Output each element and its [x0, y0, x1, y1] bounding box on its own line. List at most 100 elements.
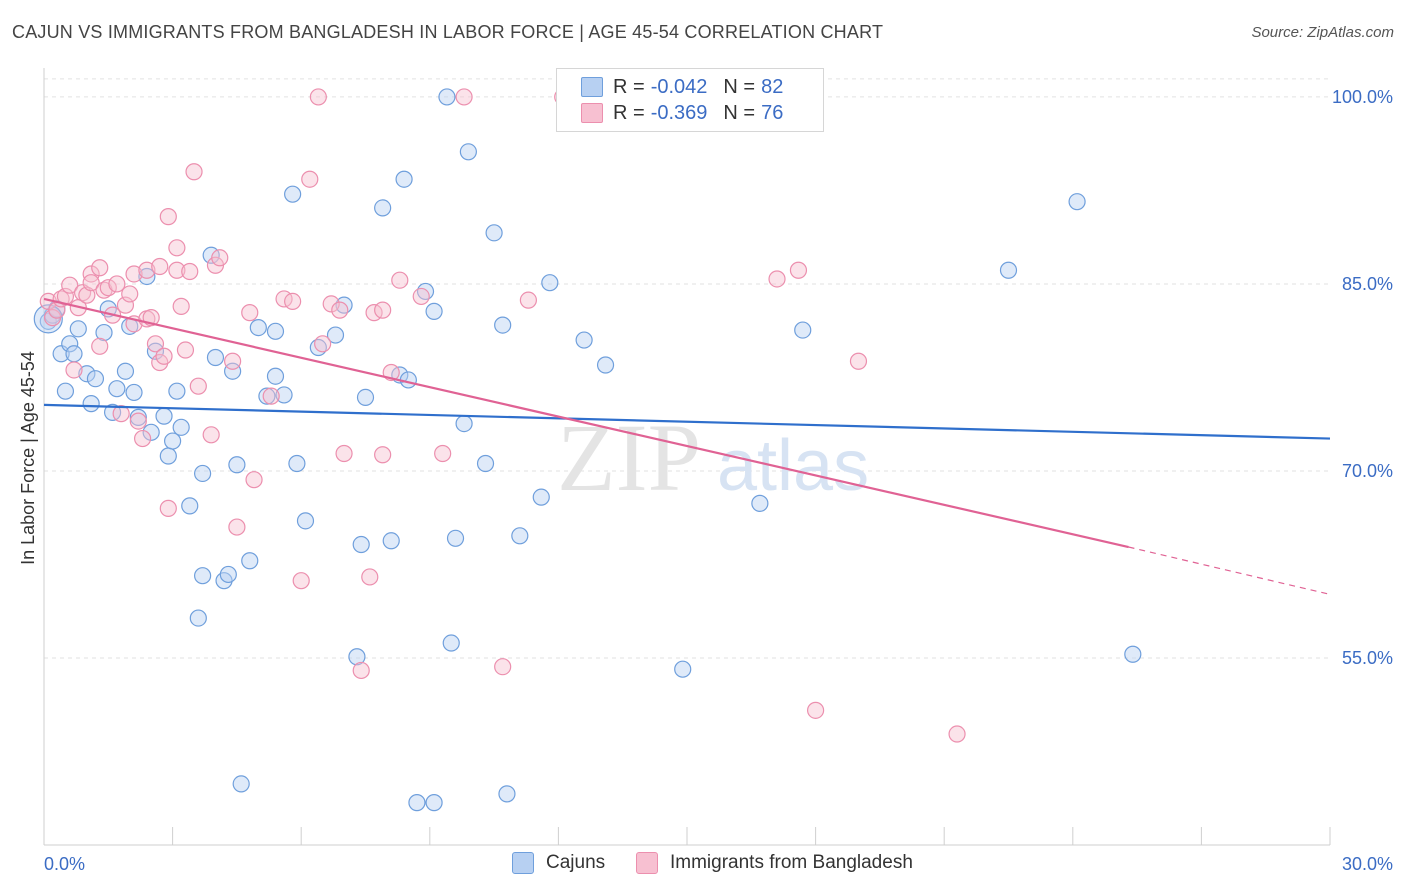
- r-value: -0.042: [650, 75, 708, 98]
- bangladesh-point: [262, 387, 280, 405]
- cajun-point: [266, 322, 285, 340]
- cajun-point: [125, 383, 143, 402]
- bangladesh-point: [494, 658, 512, 676]
- bangladesh-point: [185, 163, 203, 181]
- cajun-point: [249, 318, 267, 337]
- bangladesh-point: [82, 265, 100, 283]
- cajun-point: [395, 170, 413, 188]
- axes: [43, 68, 1331, 846]
- cajun-point: [206, 348, 225, 367]
- bangladesh-point: [159, 499, 177, 517]
- bangladesh-point: [99, 279, 117, 297]
- cajun-point: [442, 634, 460, 652]
- cajun-point: [168, 382, 186, 400]
- cajun-point: [382, 532, 400, 550]
- bangladesh-point: [159, 208, 177, 226]
- cajun-point-cluster: [33, 304, 63, 334]
- cajun-point: [284, 185, 302, 203]
- bangladesh-point: [133, 429, 152, 448]
- cajun-point: [108, 380, 126, 398]
- bangladesh-point: [121, 285, 139, 303]
- legend-swatch-bangladesh: [636, 852, 658, 874]
- bangladesh-point: [245, 471, 263, 489]
- cajun-point: [374, 199, 392, 217]
- cajun-point: [56, 382, 75, 400]
- cajun-point: [61, 335, 79, 353]
- bangladesh-point: [181, 262, 199, 281]
- cajun-point: [356, 388, 375, 407]
- series-cajuns-points: [33, 88, 1142, 812]
- bangladesh-point: [789, 261, 808, 279]
- cajun-point: [794, 321, 812, 339]
- bangladesh-point: [335, 444, 353, 463]
- legend-label-bangladesh: Immigrants from Bangladesh: [670, 852, 913, 873]
- cajun-point: [142, 423, 160, 441]
- cajun-point: [181, 497, 199, 515]
- cajun-point: [596, 356, 615, 374]
- cajun-point: [485, 224, 503, 242]
- bangladesh-point: [314, 335, 332, 353]
- bangladesh-point: [374, 301, 392, 319]
- cajun-point: [348, 648, 366, 666]
- cajun-point: [288, 454, 306, 473]
- bangladesh-point: [806, 701, 825, 719]
- trend-line-bangladesh-extension: [1128, 546, 1331, 595]
- cajun-point: [575, 331, 593, 349]
- cajun-point: [172, 418, 190, 436]
- bangladesh-point: [374, 446, 392, 464]
- bangladesh-point: [129, 412, 147, 430]
- cajun-point: [194, 567, 212, 585]
- bangladesh-point: [202, 426, 220, 444]
- cajun-point: [1124, 645, 1142, 663]
- bangladesh-point: [391, 271, 409, 289]
- r-label: R =: [613, 101, 645, 124]
- bangladesh-point: [434, 444, 452, 463]
- bangladesh-point: [211, 249, 229, 267]
- legend-item-bangladesh[interactable]: Immigrants from Bangladesh: [636, 852, 913, 874]
- cajun-point: [86, 370, 105, 388]
- legend-row-bangladesh: R = -0.369 N = 76: [581, 100, 783, 126]
- n-value: 82: [761, 75, 784, 98]
- bangladesh-point: [455, 88, 473, 106]
- cajun-point: [159, 447, 177, 465]
- bangladesh-point: [176, 341, 195, 359]
- watermark-atlas: atlas: [717, 426, 869, 506]
- bangladesh-point: [138, 261, 156, 279]
- cajun-point: [103, 403, 122, 421]
- y-tick-labels: 55.0% 70.0% 85.0% 100.0%: [1332, 87, 1393, 668]
- cajun-point: [455, 414, 473, 433]
- bangladesh-point: [519, 291, 537, 309]
- cajun-point: [155, 407, 173, 425]
- source-credit: Source: ZipAtlas.com: [1251, 24, 1394, 41]
- cajun-point: [258, 387, 276, 405]
- bangladesh-point: [65, 361, 83, 379]
- cajun-point: [194, 464, 212, 483]
- n-label: N =: [723, 101, 756, 124]
- bangladesh-point: [361, 568, 379, 586]
- bangladesh-point: [352, 661, 370, 680]
- bangladesh-point: [228, 518, 246, 536]
- y-axis-title: In Labor Force | Age 45-54: [18, 351, 38, 565]
- cajun-point: [494, 316, 512, 334]
- x-tick-label-max: 30.0%: [1342, 854, 1393, 874]
- bangladesh-point: [146, 335, 165, 353]
- cajun-point: [425, 302, 443, 320]
- n-value: 76: [761, 101, 784, 124]
- r-label: R =: [613, 75, 645, 98]
- legend-item-cajuns[interactable]: Cajuns: [512, 852, 605, 874]
- cajun-point: [82, 395, 100, 413]
- bangladesh-point: [948, 725, 966, 743]
- y-tick-label: 55.0%: [1342, 648, 1393, 668]
- y-tick-label: 85.0%: [1342, 274, 1393, 294]
- bangladesh-point: [412, 287, 430, 306]
- bangladesh-point: [108, 275, 126, 293]
- correlation-legend: R = -0.042 N = 82 R = -0.369 N = 76: [556, 68, 824, 132]
- x-tick-labels: 0.0% 30.0%: [44, 854, 1393, 874]
- cajun-point: [541, 274, 559, 292]
- legend-swatch-bangladesh: [581, 103, 603, 123]
- cajun-point: [532, 488, 550, 506]
- cajun-point: [78, 365, 96, 383]
- bangladesh-point: [61, 276, 79, 294]
- cajun-point: [65, 345, 83, 363]
- bangladesh-point: [322, 295, 340, 313]
